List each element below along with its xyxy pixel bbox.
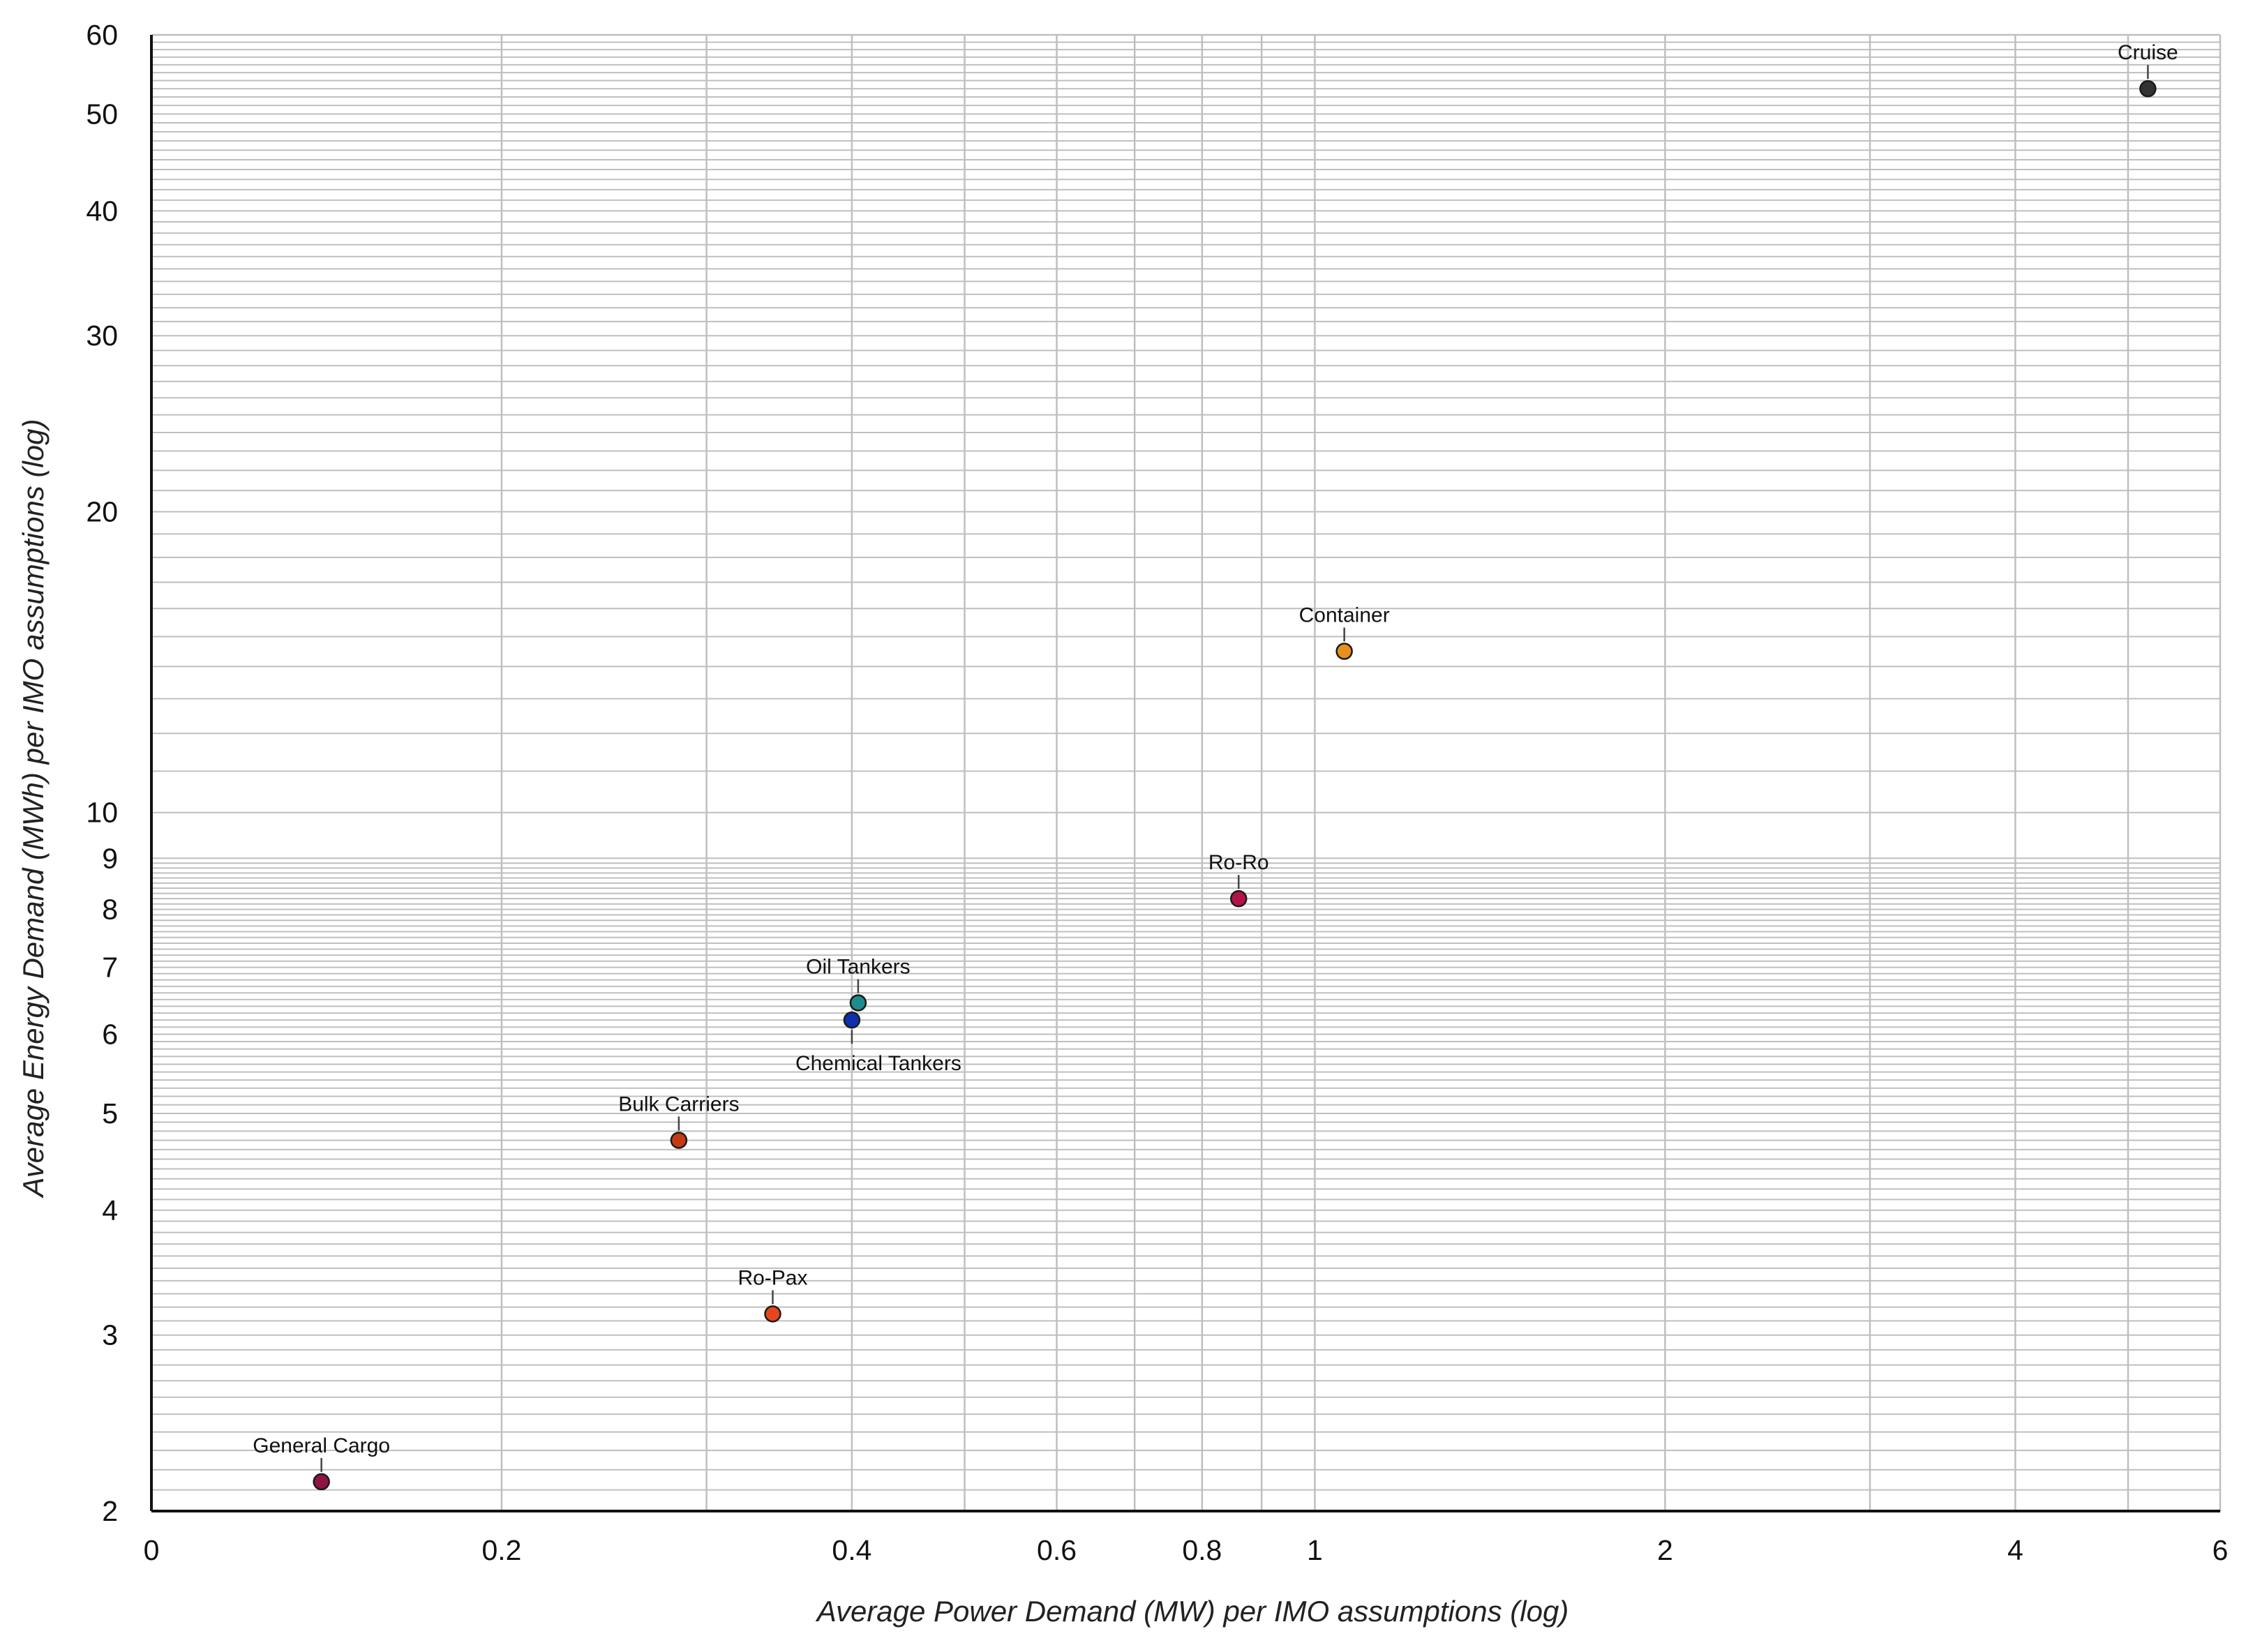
point-label: Ro-Pax bbox=[738, 1266, 807, 1289]
point-label: Bulk Carriers bbox=[618, 1092, 739, 1116]
y-axis-title: Average Energy Demand (MWh) per IMO assu… bbox=[17, 419, 50, 1199]
point-marker bbox=[2139, 80, 2157, 98]
point-marker bbox=[313, 1473, 330, 1491]
x-tick-label: 2 bbox=[1657, 1534, 1673, 1566]
point-label: Ro-Ro bbox=[1208, 851, 1269, 874]
point-marker bbox=[764, 1305, 781, 1323]
point-marker bbox=[1335, 643, 1353, 660]
y-tick-label: 20 bbox=[86, 495, 118, 527]
y-tick-label: 2 bbox=[102, 1495, 118, 1527]
point-marker bbox=[849, 994, 867, 1012]
data-point: Cruise bbox=[2118, 41, 2178, 98]
point-label: Chemical Tankers bbox=[795, 1052, 961, 1075]
y-tick-label: 7 bbox=[102, 952, 118, 984]
data-point: Container bbox=[1299, 604, 1390, 660]
y-tick-label: 8 bbox=[102, 894, 118, 926]
point-label: Container bbox=[1299, 604, 1390, 627]
y-tick-label: 3 bbox=[102, 1319, 118, 1351]
y-tick-label: 5 bbox=[102, 1097, 118, 1129]
point-label: General Cargo bbox=[253, 1434, 390, 1457]
point-label: Cruise bbox=[2118, 41, 2178, 64]
x-axis-title: Average Power Demand (MW) per IMO assump… bbox=[815, 1595, 1569, 1628]
x-tick-label: 6 bbox=[2213, 1534, 2229, 1566]
x-tick-label: 4 bbox=[2007, 1534, 2023, 1566]
x-tick-label: 0.6 bbox=[1037, 1534, 1077, 1566]
point-marker bbox=[1229, 889, 1248, 908]
data-point: Bulk Carriers bbox=[618, 1092, 740, 1149]
y-tick-label: 40 bbox=[86, 195, 118, 227]
y-tick-label: 60 bbox=[86, 19, 118, 51]
x-tick-label: 1 bbox=[1307, 1534, 1323, 1566]
data-point: General Cargo bbox=[253, 1434, 390, 1491]
data-point: Oil Tankers bbox=[806, 956, 911, 1012]
y-tick-label: 10 bbox=[86, 797, 118, 829]
y-tick-label: 9 bbox=[102, 842, 118, 874]
grid bbox=[151, 33, 2222, 1511]
y-tick-label: 6 bbox=[102, 1019, 118, 1051]
x-tick-labels: 0 0.2 0.4 0.6 0.8 1 2 4 6 bbox=[144, 1534, 2229, 1566]
y-tick-label: 50 bbox=[86, 98, 118, 130]
y-tick-label: 30 bbox=[86, 320, 118, 352]
x-tick-label: 0.2 bbox=[481, 1534, 521, 1566]
data-point: Chemical Tankers bbox=[795, 1011, 961, 1075]
y-tick-labels: 2 3 4 5 6 7 8 9 10 20 30 40 50 60 bbox=[86, 19, 118, 1527]
y-tick-label: 4 bbox=[102, 1194, 118, 1226]
data-points: General Cargo Bulk Carriers Ro-Pax Oil Tank… bbox=[253, 41, 2178, 1491]
data-point: Ro-Pax bbox=[738, 1266, 807, 1323]
point-label: Oil Tankers bbox=[806, 956, 911, 979]
x-tick-label: 0.4 bbox=[832, 1534, 871, 1566]
axes bbox=[150, 35, 2220, 1512]
point-marker bbox=[843, 1011, 861, 1029]
data-point: Ro-Ro bbox=[1208, 851, 1269, 908]
x-tick-label: 0.8 bbox=[1182, 1534, 1222, 1566]
point-marker bbox=[670, 1132, 688, 1149]
x-tick-label: 0 bbox=[144, 1534, 160, 1566]
